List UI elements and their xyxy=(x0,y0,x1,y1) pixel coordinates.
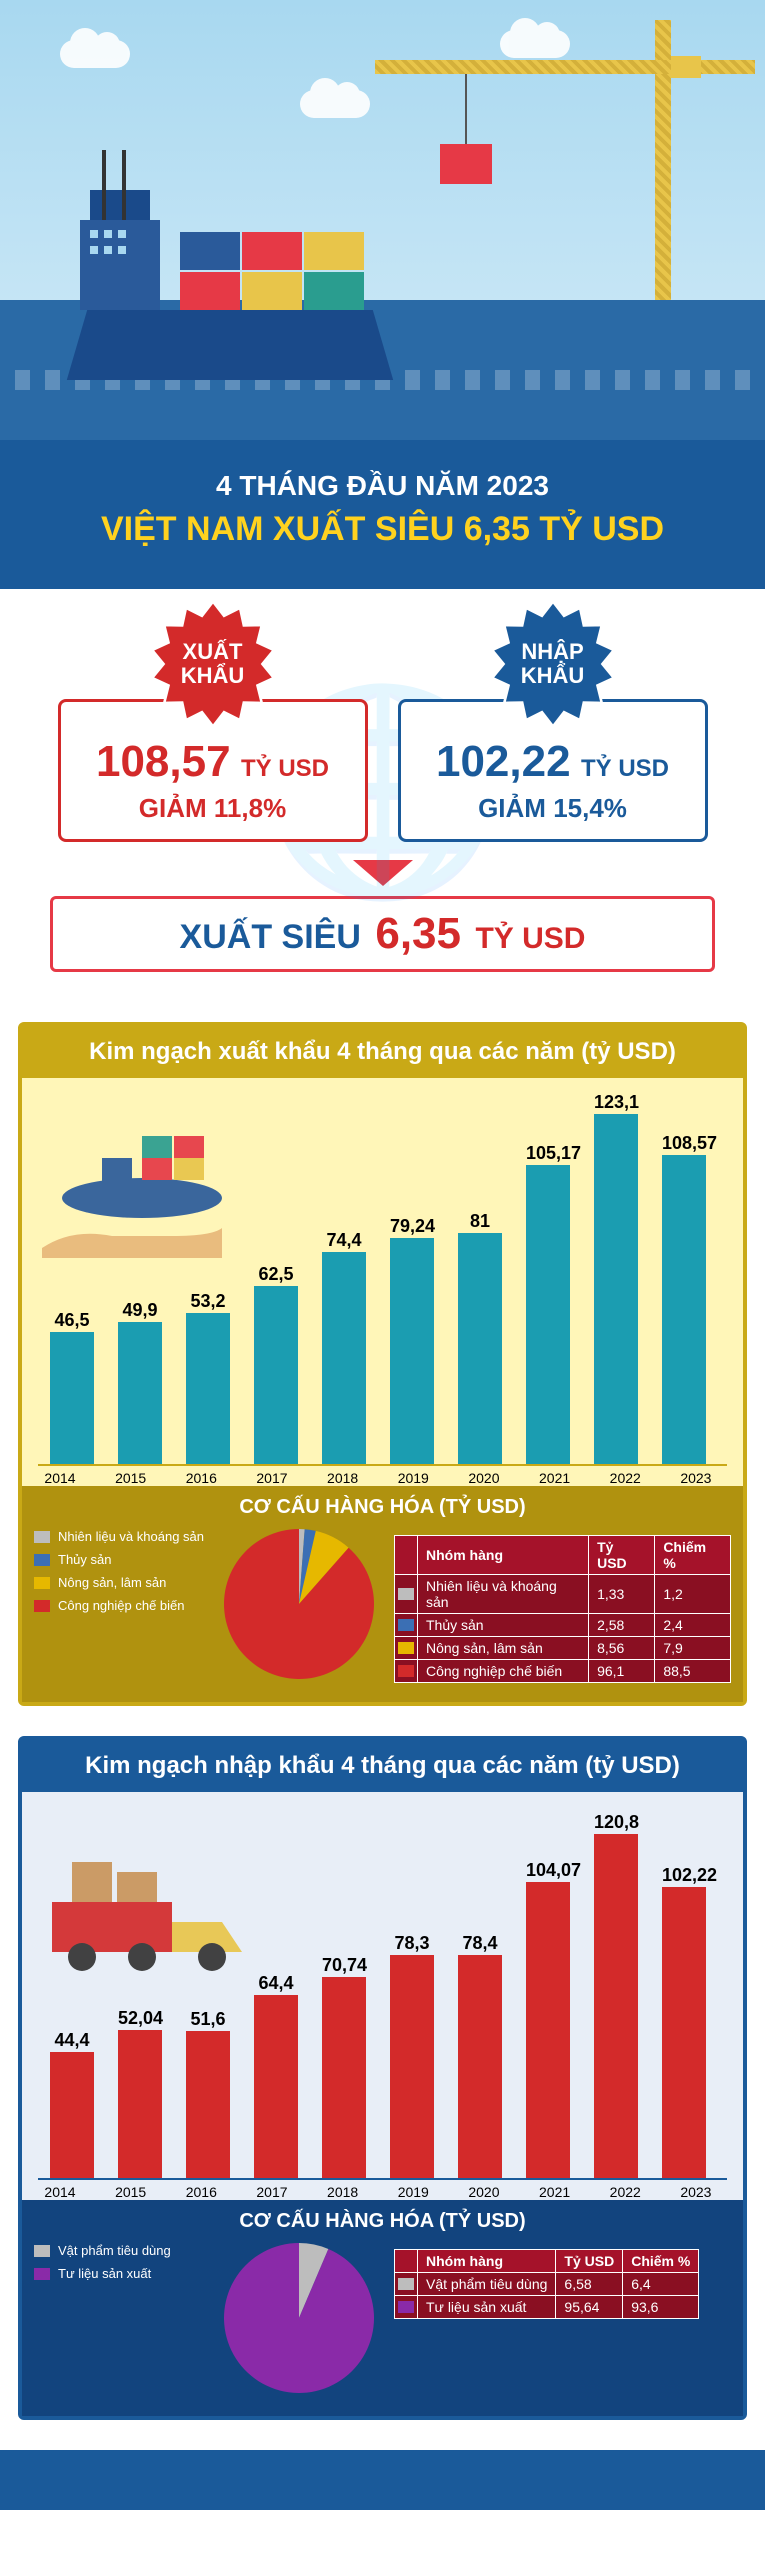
bar: 78,4 xyxy=(458,1955,502,2178)
cargo-ship xyxy=(60,180,400,380)
footer-bar xyxy=(0,2450,765,2510)
table-row: Thủy sản2,582,4 xyxy=(395,1614,731,1637)
export-label-1: XUẤT xyxy=(183,640,243,664)
export-change-value: 11,8% xyxy=(214,793,286,823)
import-panel: Kim ngạch nhập khẩu 4 tháng qua các năm … xyxy=(18,1736,747,2420)
bar: 79,24 xyxy=(390,1238,434,1464)
title-line1: 4 THÁNG ĐẦU NĂM 2023 xyxy=(20,470,745,502)
bar: 46,5 xyxy=(50,1332,94,1464)
bar: 78,3 xyxy=(390,1955,434,2178)
bar: 49,9 xyxy=(118,1322,162,1464)
bar: 62,5 xyxy=(254,1286,298,1464)
import-panel-title: Kim ngạch nhập khẩu 4 tháng qua các năm … xyxy=(22,1740,743,1792)
import-x-labels: 2014201520162017201820192020202120222023 xyxy=(38,2184,718,2200)
import-value: 102,22 xyxy=(436,737,571,786)
export-legend: Nhiên liệu và khoáng sản Thủy sản Nông sản… xyxy=(34,1529,204,1613)
export-x-labels: 2014201520162017201820192020202120222023 xyxy=(38,1470,718,1486)
export-bar-chart: 46,5 49,9 53,2 62,5 74,4 79,24 81 105,17 123,1 10… xyxy=(32,1096,733,1486)
import-pie xyxy=(224,2243,374,2398)
bar: 102,22 xyxy=(662,1887,706,2178)
legend-row: Công nghiệp chế biến xyxy=(34,1598,204,1613)
bar: 53,2 xyxy=(186,1313,230,1464)
table-row: Tư liệu sản xuất95,6493,6 xyxy=(395,2296,699,2319)
export-panel-title: Kim ngạch xuất khẩu 4 tháng qua các năm … xyxy=(22,1026,743,1078)
export-panel: Kim ngạch xuất khẩu 4 tháng qua các năm … xyxy=(18,1022,747,1706)
bar: 105,17 xyxy=(526,1165,570,1464)
hero-illustration xyxy=(0,0,765,440)
bar: 123,1 xyxy=(594,1114,638,1464)
table-row: Vật phẩm tiêu dùng6,586,4 xyxy=(395,2273,699,2296)
import-label-2: KHẨU xyxy=(521,664,585,688)
export-unit: TỶ USD xyxy=(241,755,329,782)
import-panel-body: 44,4 52,04 51,6 64,4 70,74 78,3 78,4 104,07 120,… xyxy=(22,1792,743,2200)
cloud xyxy=(60,40,130,68)
cloud xyxy=(500,30,570,58)
legend-row: Tư liệu sản xuất xyxy=(34,2266,204,2281)
cloud xyxy=(300,90,370,118)
bar: 81 xyxy=(458,1233,502,1464)
import-sub-band: CƠ CẤU HÀNG HÓA (TỶ USD) Vật phẩm tiêu d… xyxy=(22,2200,743,2416)
title-line2: VIỆT NAM XUẤT SIÊU 6,35 TỶ USD xyxy=(20,510,745,549)
import-legend: Vật phẩm tiêu dùng Tư liệu sản xuất xyxy=(34,2243,204,2281)
export-card: XUẤT KHẨU 108,57 TỶ USD GIẢM 11,8% xyxy=(58,629,368,842)
export-table: Nhóm hàngTỷ USDChiếm %Nhiên liệu và khoá… xyxy=(394,1535,731,1683)
legend-row: Thủy sản xyxy=(34,1552,204,1567)
import-card: NHẬP KHẨU 102,22 TỶ USD GIẢM 15,4% xyxy=(398,629,708,842)
table-row: Công nghiệp chế biến96,188,5 xyxy=(395,1660,731,1683)
export-pie xyxy=(224,1529,374,1684)
metrics-block: 🌐 XUẤT KHẨU 108,57 TỶ USD GIẢM 11,8% xyxy=(0,589,765,992)
legend-row: Vật phẩm tiêu dùng xyxy=(34,2243,204,2258)
import-change-label: GIẢM xyxy=(478,793,546,823)
import-burst: NHẬP KHẨU xyxy=(488,599,618,729)
export-change-label: GIẢM xyxy=(139,793,207,823)
import-sub-title: CƠ CẤU HÀNG HÓA (TỶ USD) xyxy=(34,2210,731,2233)
bar: 51,6 xyxy=(186,2031,230,2178)
export-sub-title: CƠ CẤU HÀNG HÓA (TỶ USD) xyxy=(34,1496,731,1519)
export-label-2: KHẨU xyxy=(181,664,245,688)
import-bar-chart: 44,4 52,04 51,6 64,4 70,74 78,3 78,4 104,07 120,… xyxy=(32,1810,733,2200)
bar: 44,4 xyxy=(50,2052,94,2178)
export-burst: XUẤT KHẨU xyxy=(148,599,278,729)
table-row: Nhiên liệu và khoáng sản1,331,2 xyxy=(395,1575,731,1614)
import-label-1: NHẬP xyxy=(521,640,583,664)
import-unit: TỶ USD xyxy=(581,755,669,782)
bar: 52,04 xyxy=(118,2030,162,2178)
export-panel-body: 46,5 49,9 53,2 62,5 74,4 79,24 81 105,17 123,1 10… xyxy=(22,1078,743,1486)
import-table: Nhóm hàngTỷ USDChiếm %Vật phẩm tiêu dùng… xyxy=(394,2249,699,2319)
import-change-value: 15,4% xyxy=(553,793,627,823)
title-block: 4 THÁNG ĐẦU NĂM 2023 VIỆT NAM XUẤT SIÊU … xyxy=(0,440,765,589)
bar: 74,4 xyxy=(322,1252,366,1464)
export-sub-band: CƠ CẤU HÀNG HÓA (TỶ USD) Nhiên liệu và k… xyxy=(22,1486,743,1702)
bar: 108,57 xyxy=(662,1155,706,1464)
export-value: 108,57 xyxy=(96,737,231,786)
bar: 120,8 xyxy=(594,1834,638,2178)
bar: 104,07 xyxy=(526,1882,570,2178)
bar: 64,4 xyxy=(254,1995,298,2178)
bar: 70,74 xyxy=(322,1977,366,2178)
legend-row: Nhiên liệu và khoáng sản xyxy=(34,1529,204,1544)
table-row: Nông sản, lâm sản8,567,9 xyxy=(395,1637,731,1660)
legend-row: Nông sản, lâm sản xyxy=(34,1575,204,1590)
